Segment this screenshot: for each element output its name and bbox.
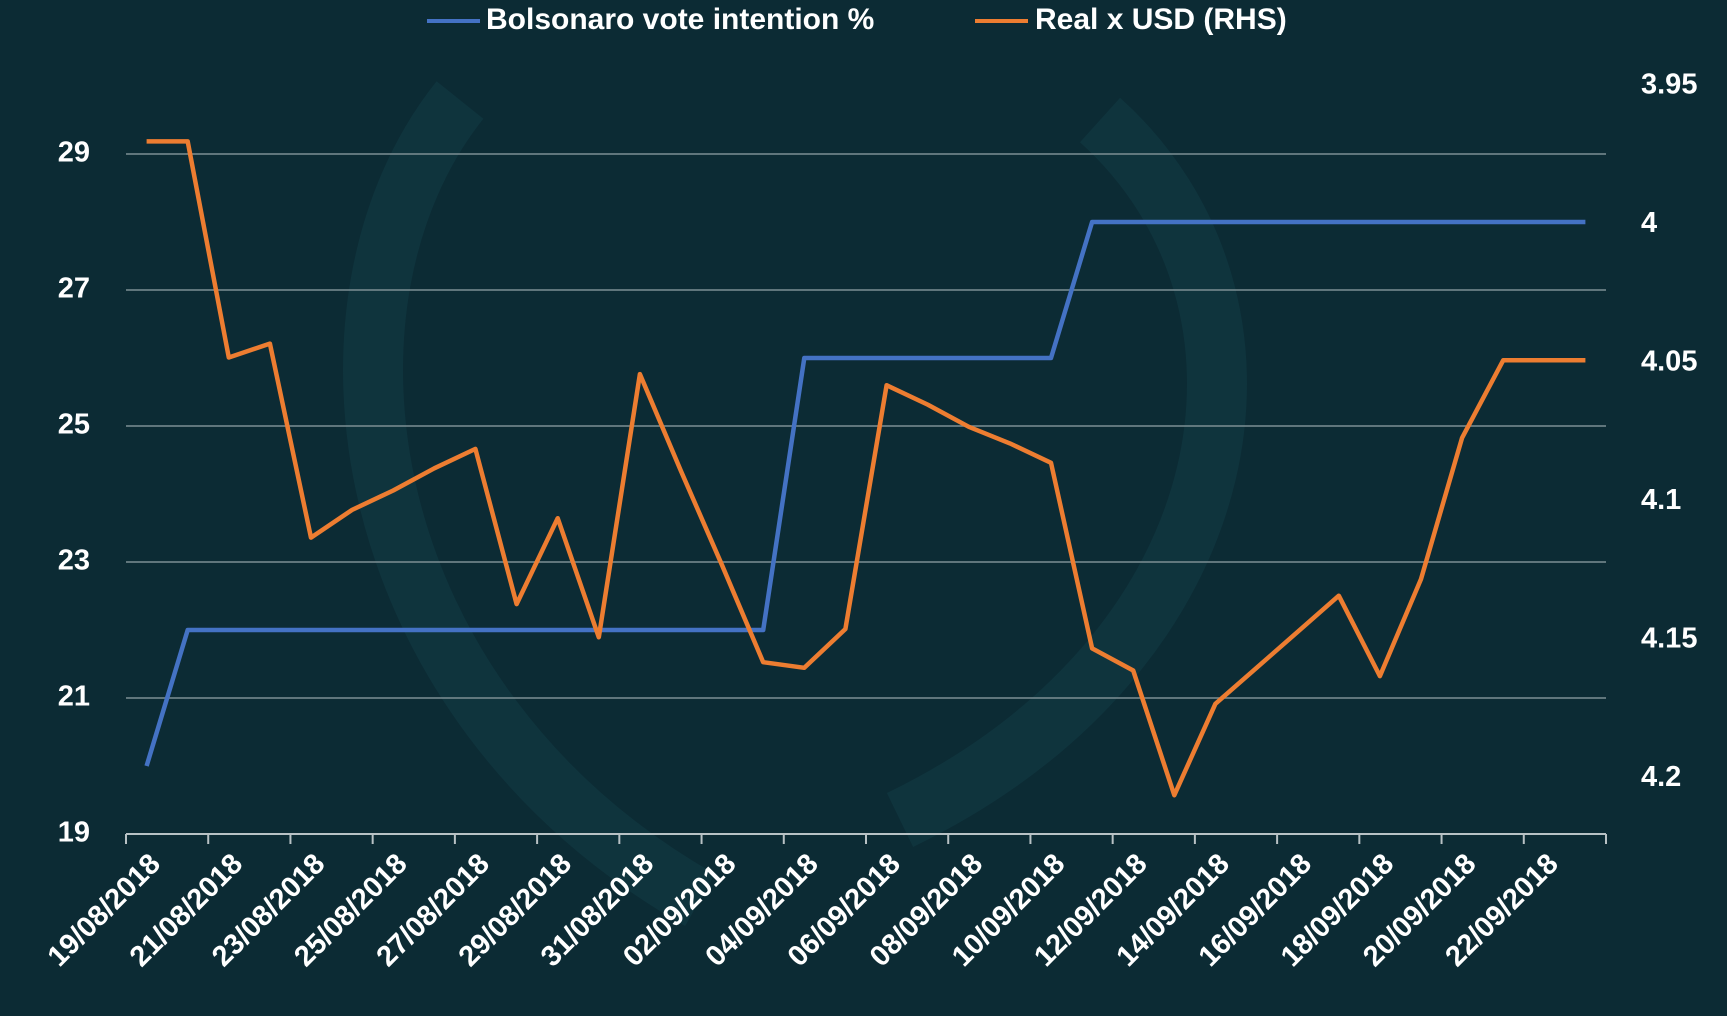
y-tick-label: 25 (58, 409, 90, 441)
y-tick-label: 21 (58, 681, 90, 713)
y-tick-label: 27 (58, 273, 90, 305)
legend-label: Bolsonaro vote intention % (486, 3, 874, 36)
background-swirl (343, 81, 1247, 927)
y2-tick-label: 4.05 (1641, 346, 1697, 378)
y2-tick-label: 4.2 (1641, 761, 1681, 793)
y-tick-label: 23 (58, 545, 90, 577)
series-line (146, 139, 1586, 798)
y2-tick-label: 4.1 (1641, 484, 1681, 516)
series-line (144, 219, 1586, 767)
y2-tick-label: 4.15 (1641, 623, 1697, 655)
y-tick-label: 29 (58, 137, 90, 169)
legend-label: Real x USD (RHS) (1035, 3, 1287, 36)
y2-tick-label: 3.95 (1641, 69, 1697, 101)
y2-tick-label: 4 (1641, 207, 1657, 239)
y-tick-label: 19 (58, 817, 90, 849)
